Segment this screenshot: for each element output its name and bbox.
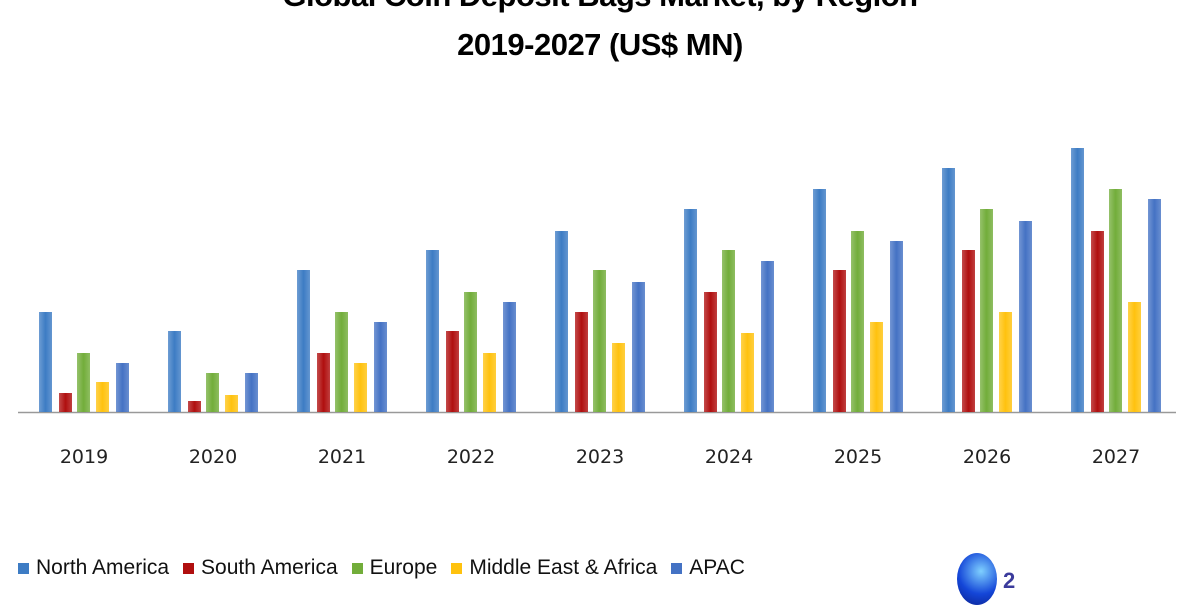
bar-europe-2021 xyxy=(335,312,348,412)
legend-label: North America xyxy=(36,556,170,579)
bar-north-america-2022 xyxy=(426,250,439,412)
x-tick-label: 2027 xyxy=(1092,446,1140,468)
bar-apac-2026 xyxy=(1019,221,1032,412)
bar-south-america-2021 xyxy=(317,353,330,412)
legend-item: APAC xyxy=(671,556,745,580)
bar-north-america-2023 xyxy=(555,231,568,412)
bar-middle-east-africa-2023 xyxy=(612,343,625,412)
bar-apac-2019 xyxy=(116,363,129,412)
bar-middle-east-africa-2024 xyxy=(741,333,754,412)
x-tick-label: 2026 xyxy=(963,446,1011,468)
bar-north-america-2019 xyxy=(39,312,52,412)
bar-apac-2023 xyxy=(632,282,645,412)
legend-item: Middle East & Africa xyxy=(451,556,657,580)
bar-apac-2022 xyxy=(503,302,516,412)
bar-europe-2024 xyxy=(722,250,735,412)
legend-item: South America xyxy=(183,556,338,580)
legend-label: South America xyxy=(201,556,338,579)
x-tick-label: 2024 xyxy=(705,446,753,468)
bar-south-america-2025 xyxy=(833,270,846,412)
bar-south-america-2027 xyxy=(1091,231,1104,412)
bar-north-america-2021 xyxy=(297,270,310,412)
bar-apac-2027 xyxy=(1148,199,1161,412)
bar-europe-2025 xyxy=(851,231,864,412)
x-tick-label: 2020 xyxy=(189,446,237,468)
legend-label: APAC xyxy=(689,556,745,579)
legend: North America South America Europe Middle E… xyxy=(18,556,759,580)
legend-item: Europe xyxy=(351,556,438,580)
x-tick-label: 2022 xyxy=(447,446,495,468)
x-tick-label: 2023 xyxy=(576,446,624,468)
bar-europe-2019 xyxy=(77,353,90,412)
bar-europe-2023 xyxy=(593,270,606,412)
bar-south-america-2020 xyxy=(188,401,201,412)
bar-europe-2026 xyxy=(980,209,993,412)
legend-label: Europe xyxy=(369,556,438,579)
bar-north-america-2027 xyxy=(1071,148,1084,412)
bar-south-america-2024 xyxy=(704,292,717,412)
legend-item: North America xyxy=(18,556,169,580)
bar-europe-2022 xyxy=(464,292,477,412)
bar-middle-east-africa-2022 xyxy=(483,353,496,412)
bar-europe-2027 xyxy=(1109,189,1122,412)
bar-north-america-2025 xyxy=(813,189,826,412)
x-tick-label: 2021 xyxy=(318,446,366,468)
x-tick-label: 2025 xyxy=(834,446,882,468)
bar-middle-east-africa-2021 xyxy=(354,363,367,412)
logo-mark: 2 xyxy=(1003,568,1016,593)
bar-middle-east-africa-2026 xyxy=(999,312,1012,412)
chart-title: Global Coin Deposit Bags Market, by Regi… xyxy=(0,0,1200,14)
bar-europe-2020 xyxy=(206,373,219,412)
bar-south-america-2022 xyxy=(446,331,459,412)
legend-swatch xyxy=(451,562,463,574)
legend-label: Middle East & Africa xyxy=(469,556,658,579)
legend-swatch xyxy=(18,562,29,574)
chart-subtitle: 2019-2027 (US$ MN) xyxy=(457,27,743,62)
bar-middle-east-africa-2019 xyxy=(96,382,109,412)
legend-swatch xyxy=(351,562,363,574)
bar-south-america-2019 xyxy=(59,393,72,412)
bar-south-america-2023 xyxy=(575,312,588,412)
bar-middle-east-africa-2020 xyxy=(225,395,238,412)
bar-north-america-2024 xyxy=(684,209,697,412)
bar-apac-2025 xyxy=(890,241,903,412)
bar-south-america-2026 xyxy=(962,250,975,412)
bar-apac-2020 xyxy=(245,373,258,412)
bar-middle-east-africa-2025 xyxy=(870,322,883,412)
legend-swatch xyxy=(671,562,683,574)
legend-swatch xyxy=(183,562,195,574)
bar-north-america-2020 xyxy=(168,331,181,412)
globe-logo-icon xyxy=(957,553,997,605)
x-tick-label: 2019 xyxy=(60,446,108,468)
bar-north-america-2026 xyxy=(942,168,955,412)
bar-apac-2024 xyxy=(761,261,774,412)
bar-middle-east-africa-2027 xyxy=(1128,302,1141,412)
bar-apac-2021 xyxy=(374,322,387,412)
